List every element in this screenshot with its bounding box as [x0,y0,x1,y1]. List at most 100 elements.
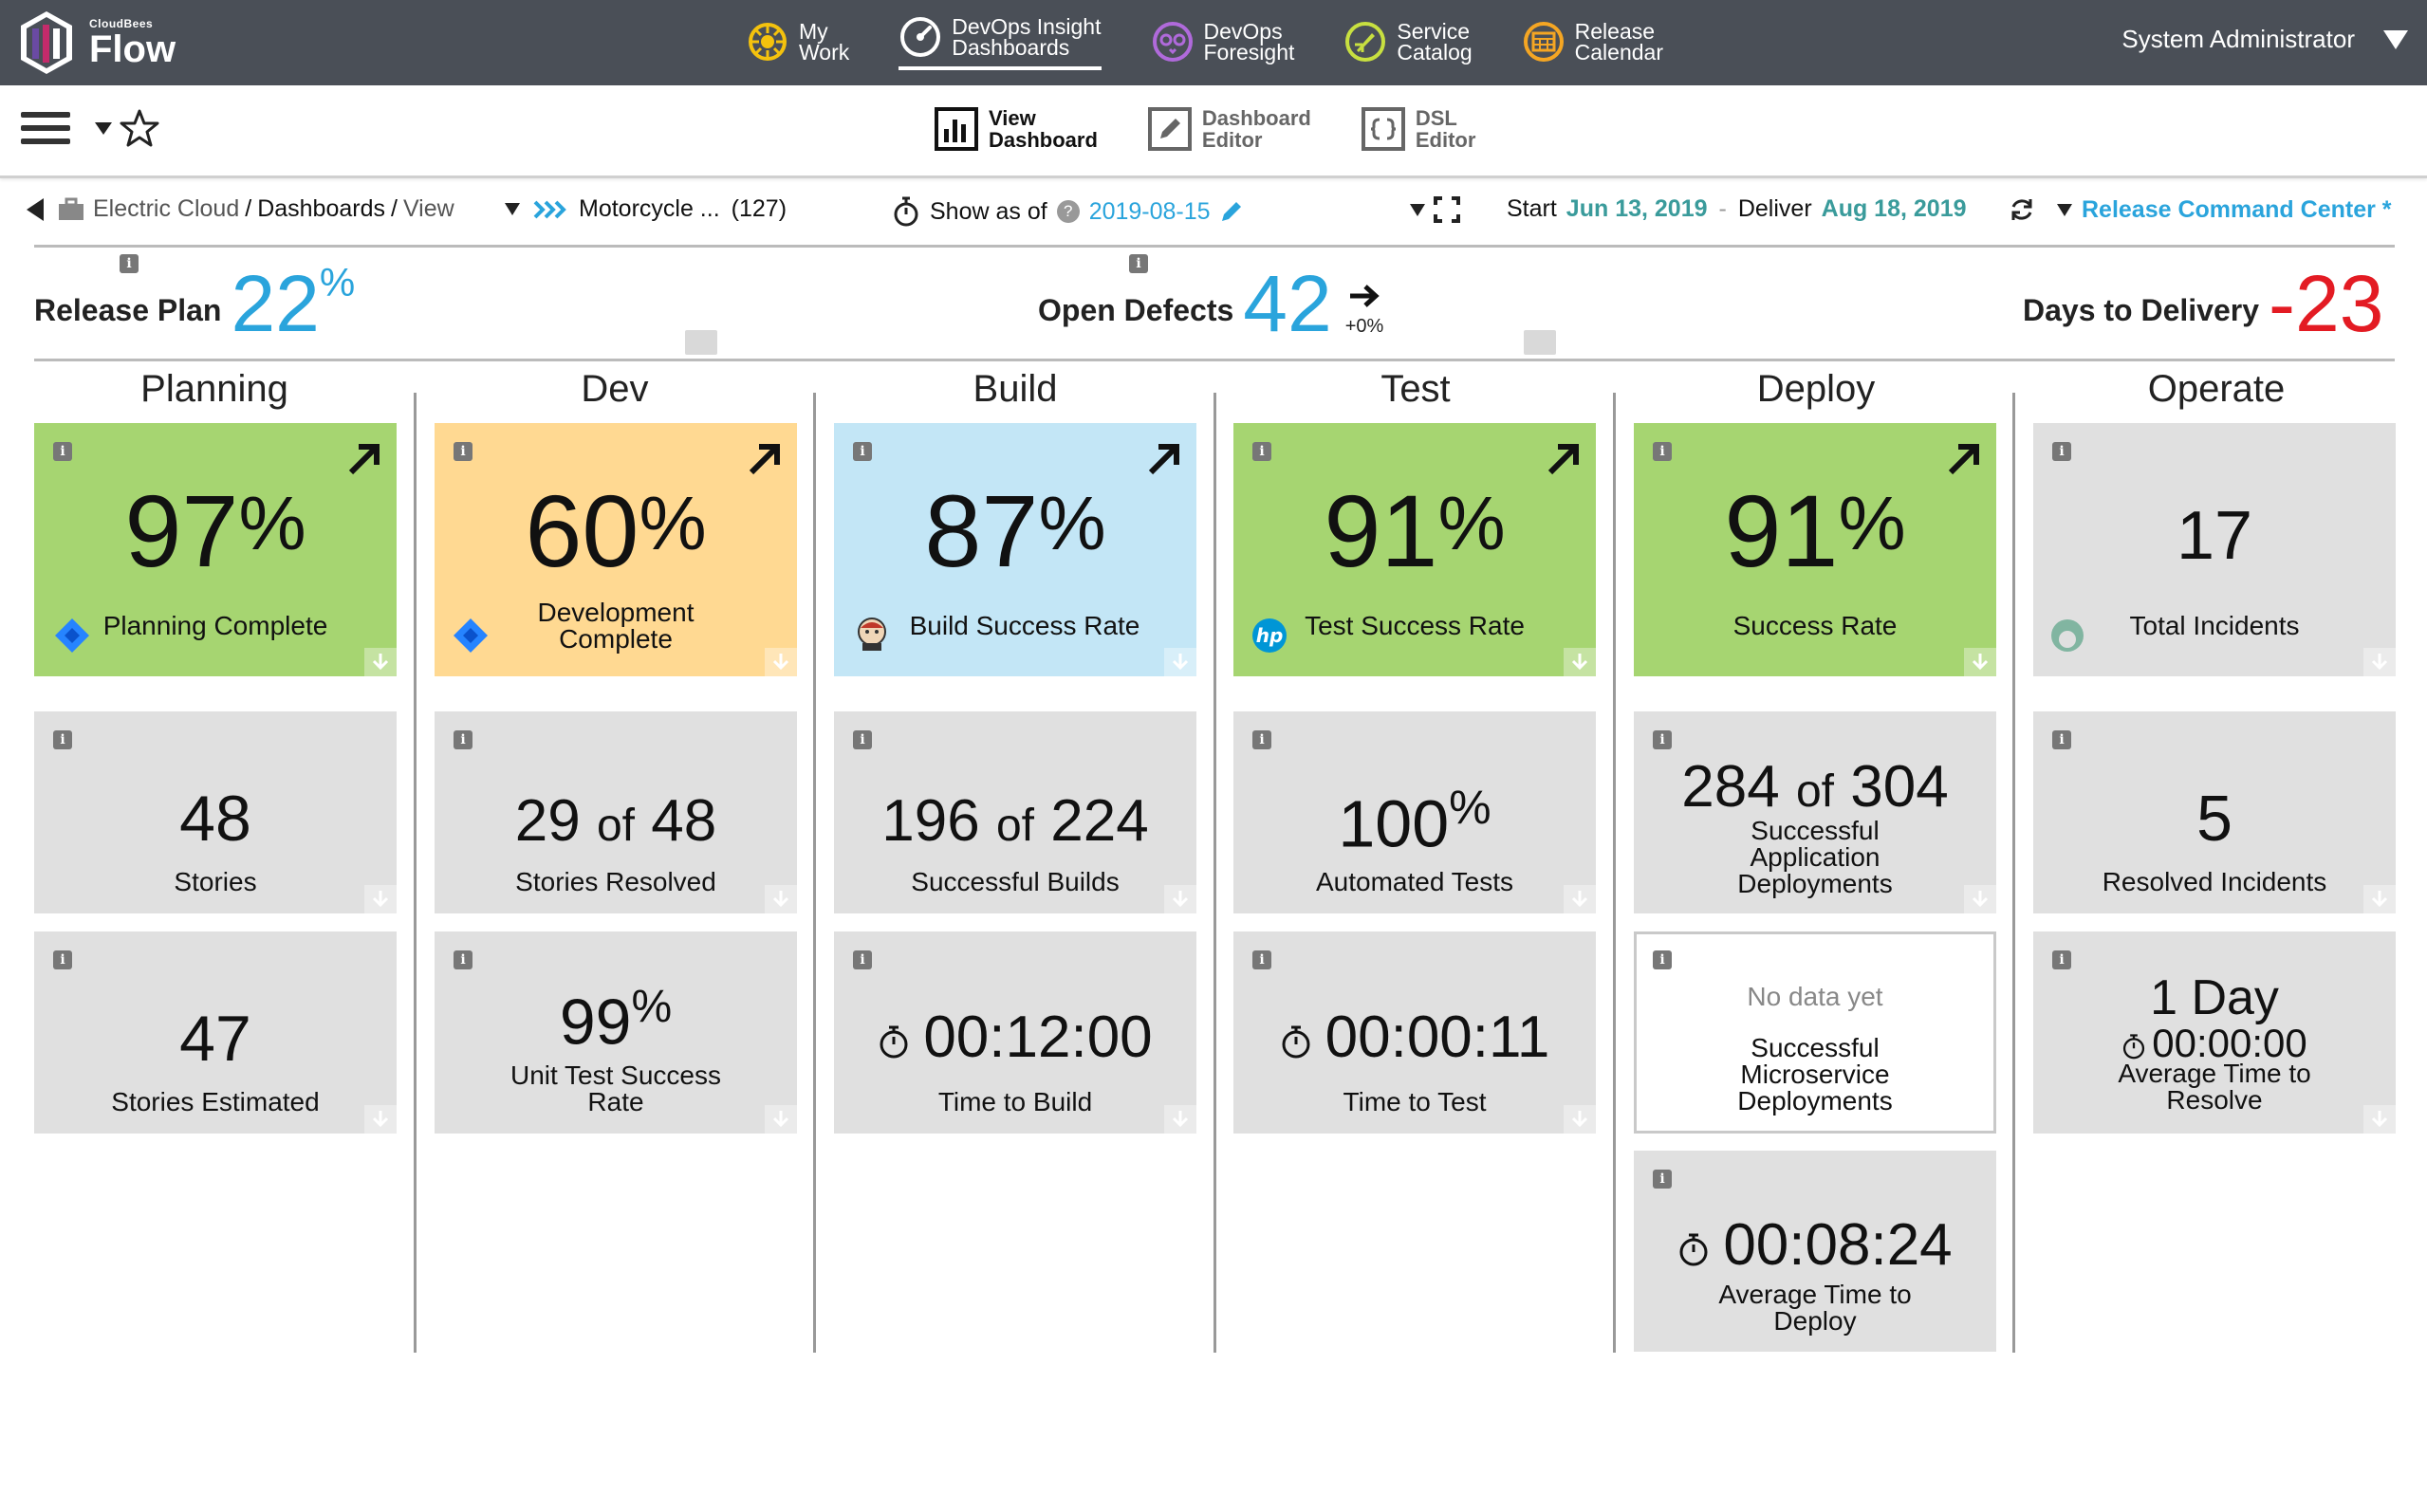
star-icon[interactable] [120,108,159,148]
tile-application-deployments[interactable]: i 284 of 304 Successful Application Depl… [1634,711,1996,913]
tile-info-icon[interactable]: i [53,442,72,461]
tile-time-to-build[interactable]: i 00:12:00 Time to Build [834,931,1196,1134]
tile-value: 00:00:00 [2033,1021,2396,1066]
kpi-open-defects-change: +0% [1344,316,1384,337]
tile-info-icon[interactable]: i [1252,730,1271,749]
breadcrumb: Electric Cloud / Dashboards / View [27,195,454,223]
fullscreen-icon[interactable] [1433,195,1461,224]
pencil-icon[interactable] [1218,198,1245,225]
tile-value: 47 [179,1003,251,1075]
tile-test-success-rate[interactable]: i 91% hp Test Success Rate [1233,423,1596,676]
tile-info-icon[interactable]: i [853,950,872,969]
tile-info-icon[interactable]: i [1252,442,1271,461]
nav-devops-insight[interactable]: DevOps Insight Dashboards [899,13,1102,70]
tab-dsl-editor[interactable]: DSL Editor [1361,106,1475,152]
download-tab-icon[interactable] [1524,330,1556,355]
release-selector[interactable]: Motorcycle ... (127) [505,195,787,223]
release-dropdown-icon[interactable] [505,203,520,215]
download-icon[interactable] [765,1105,797,1134]
refresh-icon[interactable] [2008,195,2036,224]
tile-time-to-test[interactable]: i 00:00:11 Time to Test [1233,931,1596,1134]
nav-devops-foresight[interactable]: DevOps Foresight [1151,13,1294,70]
download-icon[interactable] [364,648,397,676]
download-icon[interactable] [1964,648,1996,676]
favorites-dropdown-icon[interactable] [95,121,112,135]
nav-my-work[interactable]: My Work [746,13,849,70]
tab-dashboard-editor[interactable]: Dashboard Editor [1147,106,1311,152]
tile-successful-builds[interactable]: i 196 of 224 Successful Builds [834,711,1196,913]
tile-deploy-success-rate[interactable]: i 91% Success Rate [1634,423,1996,676]
tile-info-icon[interactable]: i [454,442,472,461]
tile-info-icon[interactable]: i [2052,730,2071,749]
release-plan-info-icon[interactable]: i [120,254,139,273]
download-icon[interactable] [364,885,397,913]
download-tab-icon[interactable] [685,330,717,355]
download-icon[interactable] [1564,1105,1596,1134]
start-label: Start [1507,195,1557,222]
tile-build-success-rate[interactable]: i 87% Build Success Rate [834,423,1196,676]
tile-total-incidents[interactable]: i 17 Total Incidents [2033,423,2396,676]
dashboard-toolbar: View Dashboard Dashboard Editor DSL Edit… [0,85,2427,178]
help-icon[interactable]: ? [1056,200,1080,223]
expand-dropdown-icon[interactable] [1410,203,1425,216]
back-arrow-icon[interactable] [27,197,44,221]
dashboard-name[interactable]: Release Command Center * [2082,195,2392,223]
tile-resolved-incidents[interactable]: i 5 Resolved Incidents [2033,711,2396,913]
download-icon[interactable] [364,1105,397,1134]
expand-controls [1410,195,1461,224]
breadcrumb-root[interactable]: Electric Cloud [93,195,240,222]
tile-planning-complete[interactable]: i 97% Planning Complete [34,423,397,676]
tile-info-icon[interactable]: i [1653,442,1672,461]
download-icon[interactable] [1564,648,1596,676]
tile-info-icon[interactable]: i [1252,950,1271,969]
as-of-date[interactable]: 2019-08-15 [1088,197,1211,225]
tile-time-to-deploy[interactable]: i 00:08:24 Average Time to Deploy [1634,1151,1996,1352]
breadcrumb-dashboards[interactable]: Dashboards [257,195,385,222]
hp-icon: hp [1252,618,1287,653]
dashboard-dropdown-icon[interactable] [2057,203,2072,216]
tile-info-icon[interactable]: i [53,950,72,969]
dashboard-selector[interactable]: Release Command Center * [2008,195,2392,224]
tile-info-icon[interactable]: i [2052,442,2071,461]
tile-microservice-deployments[interactable]: i No data yet Successful Microservice De… [1634,931,1996,1134]
trend-up-arrow-icon [1948,444,1979,475]
tile-info-icon[interactable]: i [53,730,72,749]
column-header-planning: Planning [140,368,288,410]
tile-info-icon[interactable]: i [2052,950,2071,969]
breadcrumb-sep: / [245,195,252,222]
favorites[interactable] [95,108,159,148]
download-icon[interactable] [1964,885,1996,913]
download-icon[interactable] [1164,648,1196,676]
nav-service-catalog[interactable]: Service Catalog [1343,13,1473,70]
nav-release-calendar[interactable]: Release Calendar [1522,13,1663,70]
user-menu[interactable]: System Administrator [2121,25,2408,54]
tile-development-complete[interactable]: i 60% Development Complete [435,423,797,676]
tile-automated-tests[interactable]: i 100% Automated Tests [1233,711,1596,913]
hamburger-menu-icon[interactable] [21,112,70,150]
download-icon[interactable] [765,885,797,913]
download-icon[interactable] [1164,1105,1196,1134]
download-icon[interactable] [2363,885,2396,913]
tile-info-icon[interactable]: i [454,950,472,969]
tile-info-icon[interactable]: i [853,730,872,749]
tile-info-icon[interactable]: i [454,730,472,749]
download-icon[interactable] [1164,885,1196,913]
tile-time-to-resolve[interactable]: i 1 Day 00:00:00 Average Time to Resolve [2033,931,2396,1134]
tile-stories-resolved[interactable]: i 29 of 48 Stories Resolved [435,711,797,913]
stopwatch-icon [1282,1025,1310,1059]
open-defects-info-icon[interactable]: i [1129,254,1148,273]
tile-unit-test-success[interactable]: i 99% Unit Test Success Rate [435,931,797,1134]
tab-view-dashboard[interactable]: View Dashboard [934,106,1098,152]
download-icon[interactable] [1564,885,1596,913]
tile-info-icon[interactable]: i [853,442,872,461]
tile-info-icon[interactable]: i [1653,1170,1672,1189]
user-menu-caret-icon[interactable] [2383,29,2408,49]
download-icon[interactable] [2363,1105,2396,1134]
brand[interactable]: CloudBees Flow [17,9,176,76]
tile-stories[interactable]: i 48 Stories [34,711,397,913]
tile-info-icon[interactable]: i [1653,950,1672,969]
tile-stories-estimated[interactable]: i 47 Stories Estimated [34,931,397,1134]
download-icon[interactable] [2363,648,2396,676]
download-icon[interactable] [765,648,797,676]
tile-info-icon[interactable]: i [1653,730,1672,749]
